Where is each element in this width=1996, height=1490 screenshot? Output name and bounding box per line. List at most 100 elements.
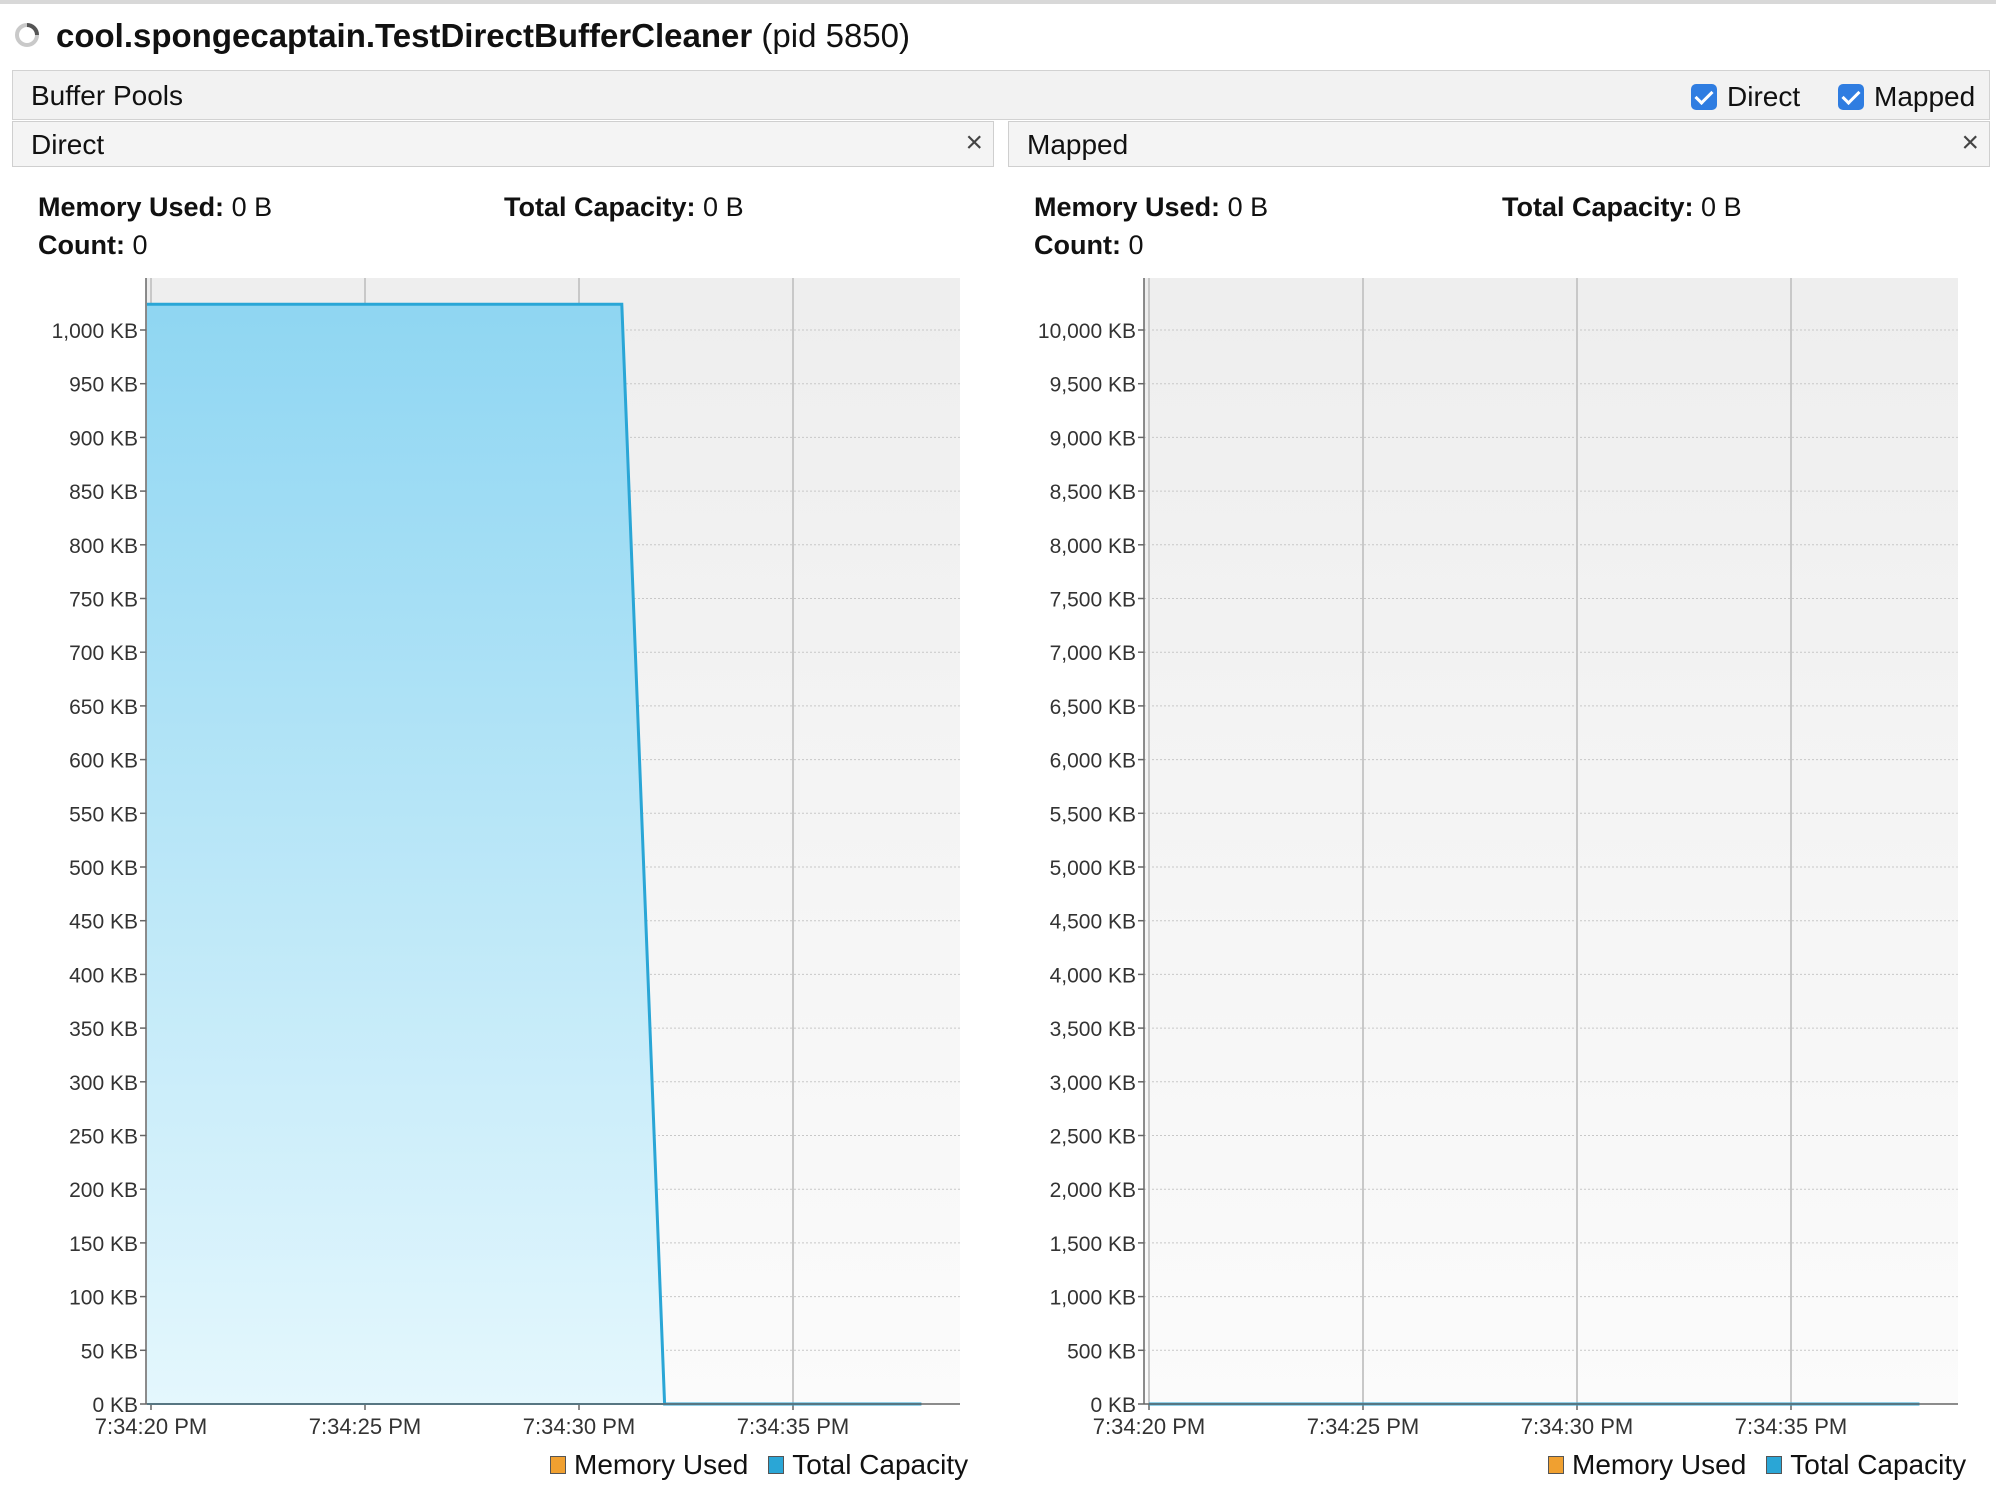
y-tick-label: 950 KB [69, 374, 138, 397]
direct-legend: Memory Used Total Capacity [550, 1448, 988, 1482]
y-tick-label: 2,500 KB [1050, 1126, 1136, 1149]
y-tick-label: 6,500 KB [1050, 696, 1136, 719]
pid-label: (pid 5850) [761, 17, 910, 54]
mapped-panel-header: Mapped × [1008, 121, 1990, 167]
y-tick-label: 200 KB [69, 1179, 138, 1202]
checkbox-checked-icon[interactable] [1838, 84, 1864, 110]
x-tick-label: 7:34:30 PM [1521, 1414, 1634, 1439]
memory-used-label: Memory Used: [38, 192, 225, 222]
y-tick-label: 1,000 KB [52, 320, 138, 343]
window-top-border [0, 0, 1996, 4]
y-tick-label: 0 KB [1090, 1394, 1136, 1417]
memory-used-label: Memory Used: [1034, 192, 1221, 222]
y-tick-label: 10,000 KB [1038, 320, 1136, 343]
y-tick-label: 9,500 KB [1050, 374, 1136, 397]
memory-used-swatch [550, 1456, 566, 1474]
y-tick-label: 800 KB [69, 535, 138, 558]
buffer-pools-header: Buffer Pools Direct Mapped [12, 70, 1990, 120]
direct-total-capacity: Total Capacity: 0 B [504, 188, 744, 226]
count-label: Count: [38, 230, 125, 260]
y-tick-label: 5,500 KB [1050, 803, 1136, 826]
legend-total-capacity: Total Capacity [768, 1448, 968, 1482]
x-tick-label: 7:34:30 PM [523, 1414, 636, 1439]
total-capacity-area [147, 304, 922, 1404]
legend-memory-used: Memory Used [550, 1448, 748, 1482]
mapped-legend: Memory Used Total Capacity [1548, 1448, 1986, 1482]
y-tick-label: 450 KB [69, 911, 138, 934]
memory-used-swatch [1548, 1456, 1564, 1474]
section-title: Buffer Pools [31, 80, 184, 111]
y-tick-label: 900 KB [69, 427, 138, 450]
plot-background [1144, 278, 1958, 1404]
direct-checkbox[interactable]: Direct [1691, 80, 1800, 114]
y-tick-label: 7,500 KB [1050, 589, 1136, 612]
close-icon[interactable]: × [1961, 126, 1979, 159]
y-tick-label: 3,500 KB [1050, 1018, 1136, 1041]
y-tick-label: 350 KB [69, 1018, 138, 1041]
x-tick-label: 7:34:25 PM [309, 1414, 422, 1439]
x-tick-label: 7:34:35 PM [1735, 1414, 1848, 1439]
mapped-buffer-chart: 0 KB 500 KB 1,000 KB 1,500 KB 2,000 KB 2,500 … [1038, 278, 1958, 1439]
y-tick-label: 3,000 KB [1050, 1072, 1136, 1095]
y-tick-label: 1,500 KB [1050, 1233, 1136, 1256]
y-tick-label: 500 KB [1067, 1340, 1136, 1363]
y-tick-label: 7,000 KB [1050, 642, 1136, 665]
y-tick-label: 5,000 KB [1050, 857, 1136, 880]
memory-used-value: 0 B [1227, 192, 1269, 222]
count-value: 0 [132, 230, 148, 260]
mapped-checkbox[interactable]: Mapped [1838, 80, 1975, 114]
memory-used-value: 0 B [231, 192, 273, 222]
mapped-memory-used: Memory Used: 0 B [1034, 188, 1268, 226]
x-tick-label: 7:34:35 PM [737, 1414, 850, 1439]
x-tick-label: 7:34:25 PM [1307, 1414, 1420, 1439]
total-capacity-label: Total Capacity: [504, 192, 696, 222]
legend-total-capacity-label: Total Capacity [792, 1449, 969, 1480]
app-name: cool.spongecaptain.TestDirectBufferClean… [56, 17, 753, 54]
y-tick-label: 400 KB [69, 964, 138, 987]
mapped-checkbox-label: Mapped [1874, 81, 1976, 112]
y-tick-label: 9,000 KB [1050, 427, 1136, 450]
legend-memory-used-label: Memory Used [1572, 1449, 1747, 1480]
count-value: 0 [1128, 230, 1144, 260]
y-tick-label: 0 KB [92, 1394, 138, 1417]
y-tick-label: 500 KB [69, 857, 138, 880]
total-capacity-swatch [1766, 1456, 1783, 1474]
y-tick-label: 750 KB [69, 589, 138, 612]
y-tick-label: 2,000 KB [1050, 1179, 1136, 1202]
direct-panel-title: Direct [31, 129, 105, 160]
y-tick-label: 650 KB [69, 696, 138, 719]
close-icon[interactable]: × [965, 126, 983, 159]
direct-buffer-chart: 0 KB 50 KB 100 KB 150 KB 200 KB 250 KB 300 KB 3… [52, 278, 960, 1439]
total-capacity-value: 0 B [1701, 192, 1742, 222]
total-capacity-label: Total Capacity: [1502, 192, 1694, 222]
checkbox-checked-icon[interactable] [1691, 84, 1717, 110]
y-tick-label: 50 KB [81, 1340, 138, 1363]
y-tick-label: 4,000 KB [1050, 964, 1136, 987]
direct-memory-used: Memory Used: 0 B [38, 188, 272, 226]
y-tick-label: 700 KB [69, 642, 138, 665]
mapped-count: Count: 0 [1034, 226, 1144, 264]
x-tick-label: 7:34:20 PM [1093, 1414, 1206, 1439]
total-capacity-swatch [768, 1456, 785, 1474]
legend-total-capacity-label: Total Capacity [1790, 1449, 1967, 1480]
legend-memory-used: Memory Used [1548, 1448, 1746, 1482]
total-capacity-value: 0 B [703, 192, 744, 222]
y-tick-label: 1,000 KB [1050, 1287, 1136, 1310]
y-tick-label: 150 KB [69, 1233, 138, 1256]
y-tick-label: 600 KB [69, 750, 138, 773]
loading-spinner-icon [15, 23, 39, 47]
direct-count: Count: 0 [38, 226, 148, 264]
y-tick-label: 4,500 KB [1050, 911, 1136, 934]
y-tick-label: 100 KB [69, 1287, 138, 1310]
direct-checkbox-label: Direct [1727, 81, 1801, 112]
y-tick-label: 250 KB [69, 1126, 138, 1149]
mapped-total-capacity: Total Capacity: 0 B [1502, 188, 1742, 226]
x-tick-label: 7:34:20 PM [95, 1414, 208, 1439]
direct-panel-header: Direct × [12, 121, 994, 167]
legend-memory-used-label: Memory Used [574, 1449, 749, 1480]
count-label: Count: [1034, 230, 1121, 260]
y-tick-label: 6,000 KB [1050, 750, 1136, 773]
y-tick-label: 300 KB [69, 1072, 138, 1095]
page-title: cool.spongecaptain.TestDirectBufferClean… [56, 14, 910, 58]
legend-total-capacity: Total Capacity [1766, 1448, 1966, 1482]
